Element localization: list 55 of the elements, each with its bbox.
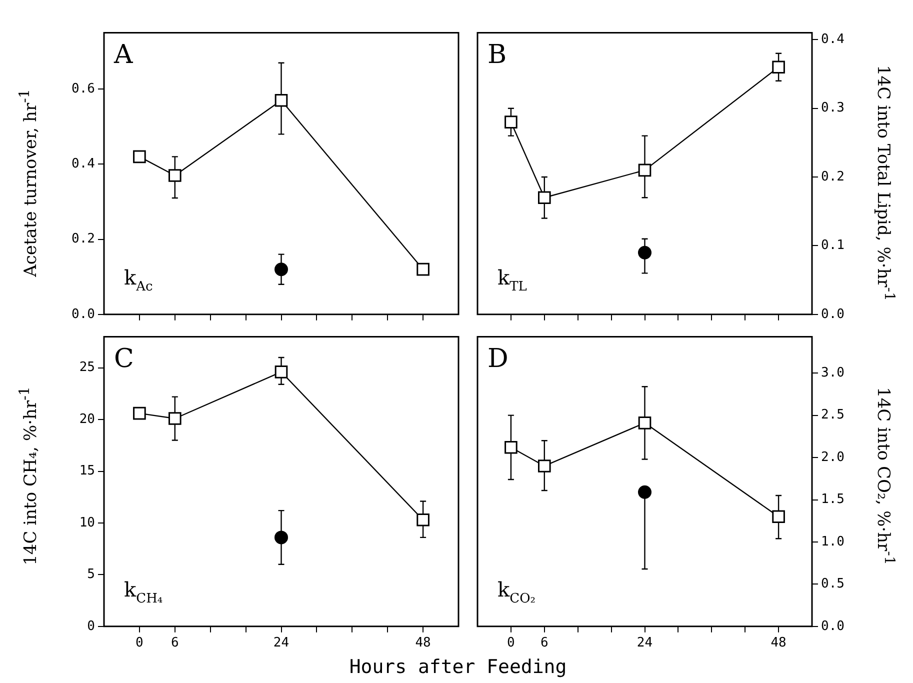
y-tick-label: 0.6 (72, 81, 95, 96)
point (168, 412, 182, 425)
x-axis-title: Hours after Feeding (348, 656, 568, 678)
y-tick-label: 1.5 (821, 492, 844, 508)
annotation: C (114, 344, 134, 374)
y-tick-label: 0 (87, 618, 95, 634)
x-tick-label: 6 (540, 636, 548, 651)
y-tick-label: 25 (79, 360, 95, 376)
point (638, 246, 652, 260)
point (274, 530, 288, 544)
y-tick-label: 2.0 (821, 450, 844, 465)
y-tick-label: 3.0 (821, 365, 844, 380)
x-tick-label: 6 (170, 636, 179, 651)
point (274, 366, 288, 378)
y-tick-label: 15 (79, 464, 95, 479)
point (133, 150, 146, 164)
point (504, 116, 518, 128)
point (538, 191, 551, 204)
point (274, 262, 288, 276)
point (133, 406, 146, 420)
point (274, 94, 288, 107)
x-tick-label: 48 (770, 636, 786, 651)
y-tick-label: 0.4 (72, 156, 96, 172)
annotation: A (113, 40, 134, 70)
annotation: D (488, 344, 508, 374)
point (416, 513, 430, 526)
y-tick-label: 0.2 (821, 169, 844, 184)
y-tick-label: 0.5 (821, 576, 844, 592)
point (168, 169, 182, 182)
point (638, 164, 652, 177)
y-tick-label: 20 (79, 412, 95, 427)
y-tick-label: 2.5 (821, 408, 844, 423)
point (772, 60, 785, 74)
x-tick-label: 0 (136, 636, 144, 651)
point (638, 416, 652, 430)
x-tick-label: 48 (415, 636, 431, 651)
point (772, 510, 785, 524)
y-tick-label: 1.0 (821, 534, 844, 550)
y-tick-label: 0.0 (821, 306, 844, 322)
point (538, 460, 551, 472)
annotation: B (488, 40, 507, 70)
y-tick-label: 0.1 (821, 238, 844, 254)
y-tick-label: 0.0 (821, 618, 844, 634)
x-tick-label: 24 (273, 636, 290, 651)
y-tick-label: 0.0 (72, 306, 95, 322)
point (638, 485, 652, 499)
x-tick-label: 0 (507, 636, 515, 651)
y-tick-label: 10 (79, 515, 95, 530)
x-tick-label: 24 (636, 636, 653, 651)
point (504, 441, 518, 454)
point (416, 262, 430, 276)
y-tick-label: 0.4 (821, 32, 845, 48)
y-tick-label: 5 (87, 567, 95, 582)
y-tick-label: 0.3 (821, 100, 844, 116)
y-tick-label: 0.2 (72, 232, 95, 247)
